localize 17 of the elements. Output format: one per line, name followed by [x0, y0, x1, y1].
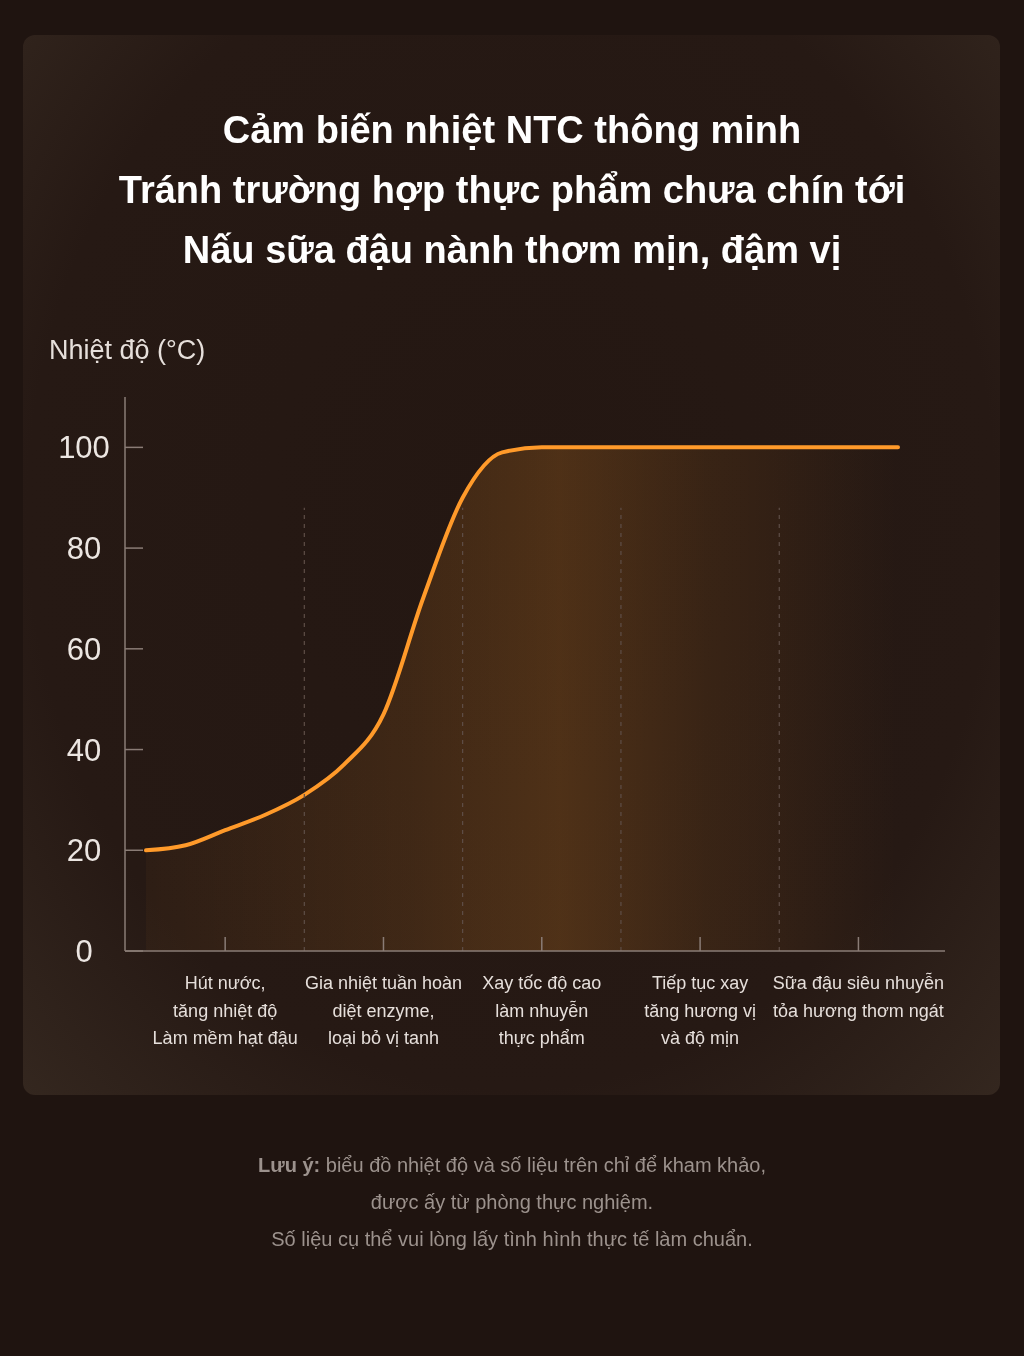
- text: biểu đồ nhiệt độ và số liệu trên chỉ để kham khảo,: [324, 1154, 767, 1176]
- chart-title: Cảm biến nhiệt NTC thông minh Tránh trường hợp thực phẩm chưa chín tới Nấu sữa đậu nành thơm mịn, đậm vị: [117, 108, 907, 273]
- y-tick-label: 40: [66, 732, 102, 768]
- text: được ấy từ phòng thực nghiệm.: [369, 1190, 655, 1215]
- x-tick-label: Tiếp tục xay tăng hương vị và độ mịn: [644, 973, 757, 1048]
- x-tick-label: Xay tốc độ cao làm nhuyễn thực phẩm: [482, 973, 602, 1048]
- y-axis-title: Nhiệt độ (°C): [49, 334, 206, 367]
- x-tick-label: Hút nước, tăng nhiệt độ Làm mềm hạt đậu: [152, 973, 298, 1048]
- y-tick-label: 80: [66, 531, 102, 567]
- x-tick-label: Gia nhiệt tuần hoàn diệt enzyme, loại bỏ vị tanh: [304, 973, 463, 1048]
- text: Số liệu cụ thể vui lòng lấy tình hình thực tế làm chuẩn.: [270, 1227, 754, 1252]
- text: Lưu ý:: [257, 1154, 321, 1176]
- x-tick-label: Sữa đậu siêu nhuyễn tỏa hương thơm ngát: [772, 972, 945, 1021]
- y-tick-label: 20: [66, 833, 102, 869]
- y-tick-label: 60: [66, 631, 102, 667]
- y-tick-label: 0: [75, 934, 93, 969]
- y-tick-label: 100: [58, 430, 110, 466]
